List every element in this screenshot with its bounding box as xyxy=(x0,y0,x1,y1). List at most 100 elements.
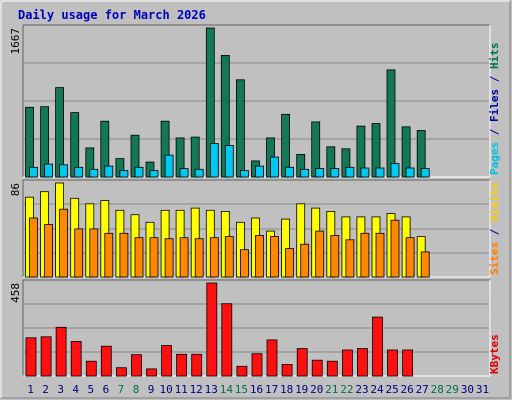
legend-segment: Files xyxy=(488,89,501,122)
bar-kbytes-kbytes-day-23 xyxy=(356,348,368,377)
day-label-18: 18 xyxy=(280,383,293,396)
bar-hits-pages-day-12 xyxy=(194,168,204,178)
bar-kbytes-kbytes-day-2 xyxy=(40,336,52,377)
day-label-28: 28 xyxy=(431,383,444,396)
day-label-26: 26 xyxy=(400,383,413,396)
panel-visits-legend-label: Sites / Visits xyxy=(488,182,501,275)
bar-kbytes-kbytes-day-4 xyxy=(70,341,82,377)
bar-visits-sites-day-13 xyxy=(209,237,219,278)
bar-hits-pages-day-27 xyxy=(420,168,430,178)
legend-segment: / xyxy=(488,222,501,242)
bar-visits-sites-day-15 xyxy=(239,249,249,278)
bar-visits-sites-day-27 xyxy=(420,251,430,278)
panel-kbytes-legend-label: KBytes xyxy=(488,334,501,374)
legend-segment: Visits xyxy=(488,182,501,222)
day-label-16: 16 xyxy=(250,383,263,396)
legend-segment: Hits xyxy=(488,43,501,70)
day-label-5: 5 xyxy=(87,383,94,396)
bar-kbytes-kbytes-day-20 xyxy=(311,359,323,377)
day-label-9: 9 xyxy=(148,383,155,396)
legend-segment: Pages xyxy=(488,142,501,175)
bar-hits-pages-day-15 xyxy=(239,170,249,178)
chart-panels: 1667 Pages / Files / Hits 86 Sites / Visits… xyxy=(9,24,501,377)
day-label-6: 6 xyxy=(103,383,110,396)
bar-visits-sites-day-19 xyxy=(300,243,310,278)
bar-hits-pages-day-13 xyxy=(209,143,219,178)
panel-hits-ymax-label: 1667 xyxy=(9,28,22,55)
day-label-3: 3 xyxy=(57,383,64,396)
day-label-13: 13 xyxy=(205,383,218,396)
panel-hits-legend-label: Pages / Files / Hits xyxy=(488,43,501,176)
day-label-20: 20 xyxy=(310,383,323,396)
bar-kbytes-kbytes-day-18 xyxy=(281,363,293,377)
bar-visits-sites-day-1 xyxy=(29,217,38,278)
bar-visits-sites-day-21 xyxy=(330,235,340,278)
bar-hits-pages-day-18 xyxy=(285,166,295,178)
panel-visits-ymax-label: 86 xyxy=(9,183,22,196)
day-axis: 1 2 3 4 5 6 7 8 9 10 11 12 13 14 15 16 17 18 19 20 21 22 23 24 2… xyxy=(27,383,489,396)
bar-hits-pages-day-3 xyxy=(59,164,68,178)
bar-visits-sites-day-26 xyxy=(405,237,415,278)
bar-hits-pages-day-1 xyxy=(29,166,38,178)
bar-kbytes-kbytes-day-3 xyxy=(55,326,67,377)
day-label-21: 21 xyxy=(325,383,338,396)
bar-hits-hits-day-15 xyxy=(235,79,245,178)
bar-kbytes-kbytes-day-11 xyxy=(176,353,188,377)
bar-hits-pages-day-19 xyxy=(300,168,310,178)
day-label-19: 19 xyxy=(295,383,308,396)
day-label-27: 27 xyxy=(416,383,429,396)
bar-hits-pages-day-11 xyxy=(179,168,189,178)
bar-kbytes-kbytes-day-16 xyxy=(251,353,263,377)
day-label-30: 30 xyxy=(461,383,474,396)
bar-visits-sites-day-25 xyxy=(390,219,400,278)
day-label-25: 25 xyxy=(385,383,398,396)
bar-hits-pages-day-24 xyxy=(375,167,385,178)
bar-visits-sites-day-24 xyxy=(375,232,385,278)
bar-kbytes-kbytes-day-15 xyxy=(236,365,248,377)
bar-visits-sites-day-8 xyxy=(134,237,144,278)
legend-segment: KBytes xyxy=(488,334,501,374)
bar-hits-pages-day-2 xyxy=(44,163,53,178)
panel-visits: 86 Sites / Visits xyxy=(9,179,501,278)
day-label-8: 8 xyxy=(133,383,140,396)
bar-hits-pages-day-23 xyxy=(360,167,370,178)
day-label-15: 15 xyxy=(235,383,248,396)
bar-visits-sites-day-20 xyxy=(315,230,325,278)
bar-visits-sites-day-12 xyxy=(194,238,204,278)
day-label-1: 1 xyxy=(27,383,34,396)
bar-hits-hits-day-25 xyxy=(386,69,396,178)
bar-kbytes-kbytes-day-21 xyxy=(326,360,338,377)
bar-hits-pages-day-4 xyxy=(74,166,84,178)
bar-visits-sites-day-2 xyxy=(44,224,53,278)
bar-hits-pages-day-25 xyxy=(390,163,400,178)
day-label-11: 11 xyxy=(175,383,188,396)
bar-kbytes-kbytes-day-8 xyxy=(131,354,142,377)
bar-visits-sites-day-9 xyxy=(149,237,159,278)
bar-visits-sites-day-10 xyxy=(164,238,174,278)
bar-hits-pages-day-26 xyxy=(405,167,415,178)
bar-visits-sites-day-11 xyxy=(179,237,189,278)
day-label-23: 23 xyxy=(355,383,368,396)
bar-hits-pages-day-7 xyxy=(119,170,129,178)
bar-hits-pages-day-17 xyxy=(270,156,279,178)
bar-hits-pages-day-16 xyxy=(255,165,264,178)
day-label-29: 29 xyxy=(446,383,459,396)
bar-kbytes-kbytes-day-9 xyxy=(146,368,157,377)
bar-hits-hits-day-1 xyxy=(25,106,34,178)
day-label-7: 7 xyxy=(118,383,125,396)
day-label-4: 4 xyxy=(72,383,79,396)
bar-kbytes-kbytes-day-6 xyxy=(100,345,112,377)
bar-kbytes-kbytes-day-26 xyxy=(402,349,414,377)
bar-kbytes-kbytes-day-24 xyxy=(372,316,383,377)
bar-visits-sites-day-6 xyxy=(104,232,114,278)
bar-visits-sites-day-16 xyxy=(255,235,264,278)
legend-segment: Sites xyxy=(488,242,501,275)
bar-visits-sites-day-17 xyxy=(270,236,279,278)
bar-hits-pages-day-9 xyxy=(149,170,159,178)
panel-hits: 1667 Pages / Files / Hits xyxy=(9,24,501,178)
day-label-31: 31 xyxy=(476,383,489,396)
panel-kbytes-ymax-label: 458 xyxy=(9,283,22,303)
bar-hits-pages-day-6 xyxy=(104,165,114,178)
